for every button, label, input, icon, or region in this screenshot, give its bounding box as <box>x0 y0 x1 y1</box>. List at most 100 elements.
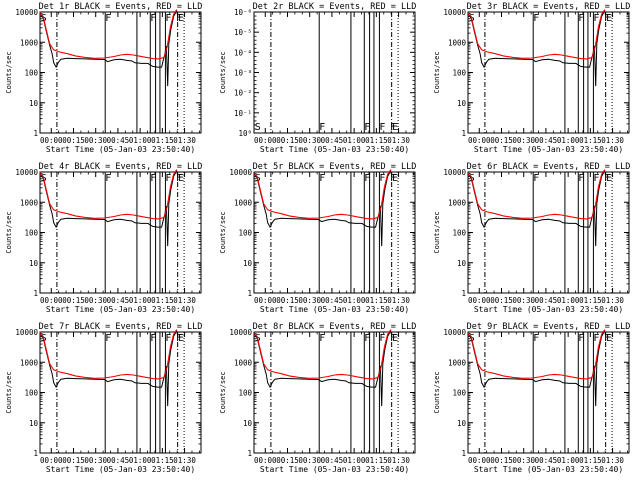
y-tick-label: 1000 <box>20 38 39 47</box>
chart-panel-9: Det 9r BLACK = Events, RED = LLD 1 10 100 10… <box>433 322 630 474</box>
flag-label: F <box>578 173 584 184</box>
x-tick-label: 00:15 <box>490 136 513 145</box>
y-tick-label: 10⁻⁶ <box>234 8 252 17</box>
x-tick-label: 00:45 <box>535 136 558 145</box>
chart-title: Det 4r BLACK = Events, RED = LLD <box>39 162 203 172</box>
x-tick-label: 01:30 <box>173 296 196 305</box>
y-tick-label: 100 <box>238 389 252 398</box>
flag-label: E <box>392 333 398 344</box>
lld-curve <box>467 169 606 220</box>
y-tick-label: 10000 <box>15 168 38 177</box>
y-tick-label: 10000 <box>15 328 38 337</box>
flag-label: F <box>319 122 325 133</box>
y-tick-label: 10 <box>29 259 39 268</box>
y-tick-label: 100 <box>238 229 252 238</box>
plot-frame <box>39 11 202 134</box>
x-tick-label: 00:15 <box>490 296 513 305</box>
flag-label: F <box>105 333 111 344</box>
chart-title: Det 9r BLACK = Events, RED = LLD <box>467 322 631 332</box>
y-axis-label: Counts/sec <box>5 211 13 253</box>
y-tick-label: 1 <box>461 289 466 298</box>
flag-label: F <box>176 13 182 24</box>
y-axis-label: Counts/sec <box>433 211 441 253</box>
flag-label: F <box>319 333 325 344</box>
flag-label: F <box>150 173 156 184</box>
flag-label: F <box>176 173 182 184</box>
flag-label: E <box>178 13 184 24</box>
x-tick-label: 00:15 <box>62 456 85 465</box>
y-axis-label: Counts/sec <box>219 211 227 253</box>
flag-label: S <box>255 122 261 133</box>
flag-label: E <box>606 13 612 24</box>
x-tick-label: 01:15 <box>365 456 388 465</box>
x-axis-label: Start Time (05-Jan-03 23:50:40) <box>260 145 409 154</box>
x-tick-label: 01:00 <box>557 456 580 465</box>
y-tick-label: 100 <box>452 389 466 398</box>
chart-panel-8: Det 8r BLACK = Events, RED = LLD 1 10 100 10… <box>219 322 416 474</box>
lld-curve <box>39 9 178 60</box>
x-tick-label: 01:00 <box>343 296 366 305</box>
events-curve <box>39 330 178 407</box>
flag-label: F <box>604 173 610 184</box>
y-tick-label: 1000 <box>448 38 467 47</box>
x-axis-label: Start Time (05-Jan-03 23:50:40) <box>474 465 623 474</box>
flag-label: F <box>364 173 370 184</box>
x-tick-label: 01:00 <box>343 456 366 465</box>
chart-title: Det 6r BLACK = Events, RED = LLD <box>467 162 631 172</box>
y-tick-label: 10 <box>243 419 253 428</box>
x-axis-label: Start Time (05-Jan-03 23:50:40) <box>46 145 195 154</box>
chart-title: Det 3r BLACK = Events, RED = LLD <box>467 2 631 12</box>
x-tick-label: 00:00 <box>254 456 277 465</box>
flag-label: F <box>593 13 599 24</box>
x-tick-label: 01:00 <box>557 296 580 305</box>
y-tick-label: 1 <box>461 129 466 138</box>
x-tick-label: 00:30 <box>298 136 321 145</box>
x-tick-label: 00:45 <box>321 456 344 465</box>
x-tick-label: 01:30 <box>387 136 410 145</box>
flag-label: F <box>165 13 171 24</box>
y-tick-label: 10 <box>457 99 467 108</box>
lld-curve <box>467 329 606 380</box>
y-tick-label: 100 <box>452 229 466 238</box>
x-tick-label: 00:00 <box>468 456 491 465</box>
x-tick-label: 00:30 <box>512 296 535 305</box>
flag-label: F <box>533 13 539 24</box>
y-tick-label: 10000 <box>443 328 466 337</box>
x-tick-label: 00:45 <box>535 296 558 305</box>
plot-frame <box>39 331 202 454</box>
events-curve <box>467 330 606 407</box>
flag-label: F <box>379 333 385 344</box>
x-tick-label: 00:30 <box>512 136 535 145</box>
y-tick-label: 1000 <box>20 198 39 207</box>
flag-label: F <box>604 13 610 24</box>
y-tick-label: 1 <box>33 289 38 298</box>
x-tick-label: 00:00 <box>40 456 63 465</box>
x-tick-label: 01:15 <box>365 136 388 145</box>
y-tick-label: 1 <box>33 129 38 138</box>
x-tick-label: 01:30 <box>387 456 410 465</box>
plot-frame <box>253 11 416 134</box>
flag-label: F <box>533 333 539 344</box>
y-tick-label: 10 <box>29 419 39 428</box>
y-tick-label: 1000 <box>234 198 253 207</box>
x-tick-label: 00:45 <box>107 296 130 305</box>
x-axis-label: Start Time (05-Jan-03 23:50:40) <box>46 305 195 314</box>
flag-label: F <box>165 173 171 184</box>
x-tick-label: 01:00 <box>557 136 580 145</box>
y-tick-label: 1000 <box>448 198 467 207</box>
y-tick-label: 1000 <box>448 358 467 367</box>
events-curve <box>253 330 392 407</box>
lld-curve <box>253 169 392 220</box>
flag-label: F <box>593 173 599 184</box>
x-tick-label: 00:30 <box>84 136 107 145</box>
y-tick-label: 10000 <box>229 328 252 337</box>
chart-title: Det 7r BLACK = Events, RED = LLD <box>39 322 203 332</box>
y-tick-label: 1 <box>461 449 466 458</box>
x-tick-label: 00:00 <box>254 136 277 145</box>
y-tick-label: 100 <box>24 229 38 238</box>
x-tick-label: 00:15 <box>62 296 85 305</box>
y-tick-label: 10 <box>457 259 467 268</box>
chart-panel-1: Det 1r BLACK = Events, RED = LLD 1 10 100 10… <box>5 2 202 154</box>
y-axis-label: Counts/sec <box>433 371 441 413</box>
chart-title: Det 5r BLACK = Events, RED = LLD <box>253 162 417 172</box>
